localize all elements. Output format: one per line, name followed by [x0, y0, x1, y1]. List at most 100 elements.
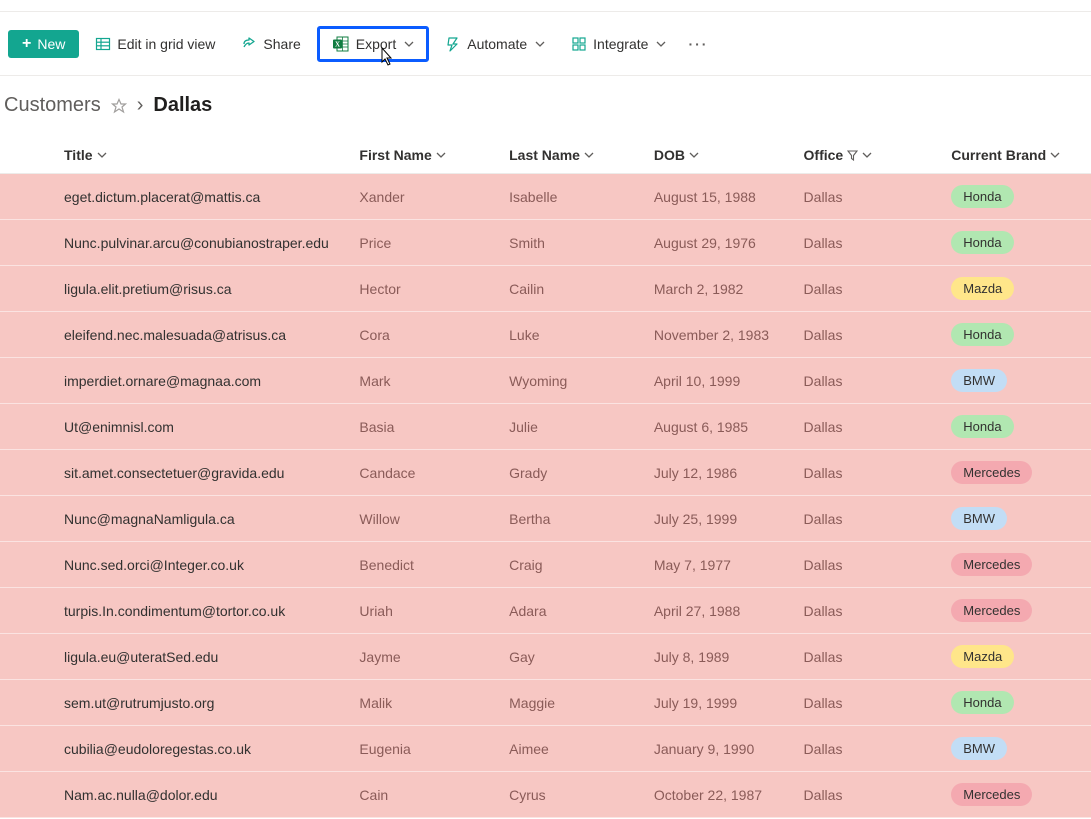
table-row[interactable]: Ut@enimnisl.comBasiaJulieAugust 6, 1985D…	[0, 404, 1091, 450]
brand-pill: Honda	[951, 691, 1013, 714]
table-row[interactable]: Nunc.sed.orci@Integer.co.ukBenedictCraig…	[0, 542, 1091, 588]
export-highlight: X Export	[317, 26, 429, 62]
cell-office: Dallas	[804, 603, 952, 619]
cell-brand: BMW	[951, 737, 1091, 760]
export-label: Export	[356, 36, 396, 52]
cell-brand: Honda	[951, 323, 1091, 346]
brand-pill: Honda	[951, 185, 1013, 208]
cell-brand: Honda	[951, 185, 1091, 208]
cell-office: Dallas	[804, 327, 952, 343]
cell-first-name: Cain	[359, 787, 509, 803]
table-row[interactable]: sem.ut@rutrumjusto.orgMalikMaggieJuly 19…	[0, 680, 1091, 726]
cell-title[interactable]: eleifend.nec.malesuada@atrisus.ca	[64, 327, 359, 343]
cell-title[interactable]: turpis.In.condimentum@tortor.co.uk	[64, 603, 359, 619]
chevron-down-icon	[404, 39, 414, 49]
brand-pill: Mercedes	[951, 599, 1032, 622]
brand-pill: Honda	[951, 231, 1013, 254]
cell-dob: July 12, 1986	[654, 465, 804, 481]
cell-office: Dallas	[804, 465, 952, 481]
more-button[interactable]: ···	[682, 36, 714, 52]
top-divider	[0, 0, 1091, 12]
cell-brand: BMW	[951, 369, 1091, 392]
excel-icon: X	[332, 35, 350, 53]
brand-pill: Mercedes	[951, 553, 1032, 576]
plus-icon: +	[22, 36, 31, 52]
favorite-star-icon[interactable]	[111, 98, 127, 114]
cell-title[interactable]: ligula.eu@uteratSed.edu	[64, 649, 359, 665]
cell-dob: August 6, 1985	[654, 419, 804, 435]
cell-office: Dallas	[804, 787, 952, 803]
table-row[interactable]: cubilia@eudoloregestas.co.ukEugeniaAimee…	[0, 726, 1091, 772]
cell-office: Dallas	[804, 235, 952, 251]
filter-icon	[847, 150, 858, 161]
chevron-down-icon	[862, 150, 872, 160]
grid-icon	[95, 36, 111, 52]
automate-label: Automate	[467, 36, 527, 52]
table-row[interactable]: imperdiet.ornare@magnaa.comMarkWyomingAp…	[0, 358, 1091, 404]
cell-dob: January 9, 1990	[654, 741, 804, 757]
new-button[interactable]: + New	[8, 30, 79, 58]
cell-brand: Mercedes	[951, 461, 1091, 484]
cell-dob: July 19, 1999	[654, 695, 804, 711]
table-row[interactable]: sit.amet.consectetuer@gravida.eduCandace…	[0, 450, 1091, 496]
cell-last-name: Julie	[509, 419, 654, 435]
edit-grid-button[interactable]: Edit in grid view	[85, 30, 225, 58]
cell-title[interactable]: eget.dictum.placerat@mattis.ca	[64, 189, 359, 205]
col-header-office[interactable]: Office	[804, 147, 952, 163]
edit-grid-label: Edit in grid view	[117, 36, 215, 52]
table-header: Title First Name Last Name DOB Office Cu…	[0, 137, 1091, 174]
cell-office: Dallas	[804, 557, 952, 573]
automate-button[interactable]: Automate	[435, 30, 555, 58]
cell-dob: August 29, 1976	[654, 235, 804, 251]
cell-first-name: Eugenia	[359, 741, 509, 757]
breadcrumb-parent[interactable]: Customers	[4, 94, 101, 117]
cell-title[interactable]: Nunc.sed.orci@Integer.co.uk	[64, 557, 359, 573]
table-row[interactable]: ligula.elit.pretium@risus.caHectorCailin…	[0, 266, 1091, 312]
col-header-dob[interactable]: DOB	[654, 147, 804, 163]
integrate-icon	[571, 36, 587, 52]
cell-title[interactable]: imperdiet.ornare@magnaa.com	[64, 373, 359, 389]
cell-last-name: Adara	[509, 603, 654, 619]
chevron-down-icon	[656, 39, 666, 49]
table-row[interactable]: Nunc@magnaNamligula.caWillowBerthaJuly 2…	[0, 496, 1091, 542]
integrate-button[interactable]: Integrate	[561, 30, 676, 58]
cell-title[interactable]: Ut@enimnisl.com	[64, 419, 359, 435]
col-header-title[interactable]: Title	[64, 147, 359, 163]
col-header-brand[interactable]: Current Brand	[951, 147, 1091, 163]
cell-last-name: Bertha	[509, 511, 654, 527]
brand-pill: Honda	[951, 323, 1013, 346]
table-row[interactable]: turpis.In.condimentum@tortor.co.ukUriahA…	[0, 588, 1091, 634]
cell-first-name: Uriah	[359, 603, 509, 619]
brand-pill: Mercedes	[951, 783, 1032, 806]
cell-office: Dallas	[804, 281, 952, 297]
cell-title[interactable]: Nunc.pulvinar.arcu@conubianostraper.edu	[64, 235, 359, 251]
cell-brand: Mazda	[951, 277, 1091, 300]
share-button[interactable]: Share	[231, 30, 310, 58]
col-header-first-name[interactable]: First Name	[359, 147, 509, 163]
table-row[interactable]: eget.dictum.placerat@mattis.caXanderIsab…	[0, 174, 1091, 220]
breadcrumb: Customers › Dallas	[0, 76, 1091, 137]
cell-last-name: Aimee	[509, 741, 654, 757]
cell-title[interactable]: Nam.ac.nulla@dolor.edu	[64, 787, 359, 803]
cell-title[interactable]: ligula.elit.pretium@risus.ca	[64, 281, 359, 297]
export-button[interactable]: X Export	[326, 32, 420, 56]
table-row[interactable]: ligula.eu@uteratSed.eduJaymeGayJuly 8, 1…	[0, 634, 1091, 680]
col-header-last-name[interactable]: Last Name	[509, 147, 654, 163]
cell-dob: October 22, 1987	[654, 787, 804, 803]
cell-title[interactable]: cubilia@eudoloregestas.co.uk	[64, 741, 359, 757]
table-row[interactable]: Nunc.pulvinar.arcu@conubianostraper.eduP…	[0, 220, 1091, 266]
cell-title[interactable]: sem.ut@rutrumjusto.org	[64, 695, 359, 711]
cell-first-name: Hector	[359, 281, 509, 297]
cell-title[interactable]: Nunc@magnaNamligula.ca	[64, 511, 359, 527]
cell-dob: March 2, 1982	[654, 281, 804, 297]
cell-dob: August 15, 1988	[654, 189, 804, 205]
cell-last-name: Cyrus	[509, 787, 654, 803]
share-icon	[241, 36, 257, 52]
cell-first-name: Price	[359, 235, 509, 251]
cell-office: Dallas	[804, 741, 952, 757]
brand-pill: BMW	[951, 507, 1007, 530]
table-row[interactable]: eleifend.nec.malesuada@atrisus.caCoraLuk…	[0, 312, 1091, 358]
cell-title[interactable]: sit.amet.consectetuer@gravida.edu	[64, 465, 359, 481]
table-row[interactable]: Nam.ac.nulla@dolor.eduCainCyrusOctober 2…	[0, 772, 1091, 818]
cell-last-name: Isabelle	[509, 189, 654, 205]
